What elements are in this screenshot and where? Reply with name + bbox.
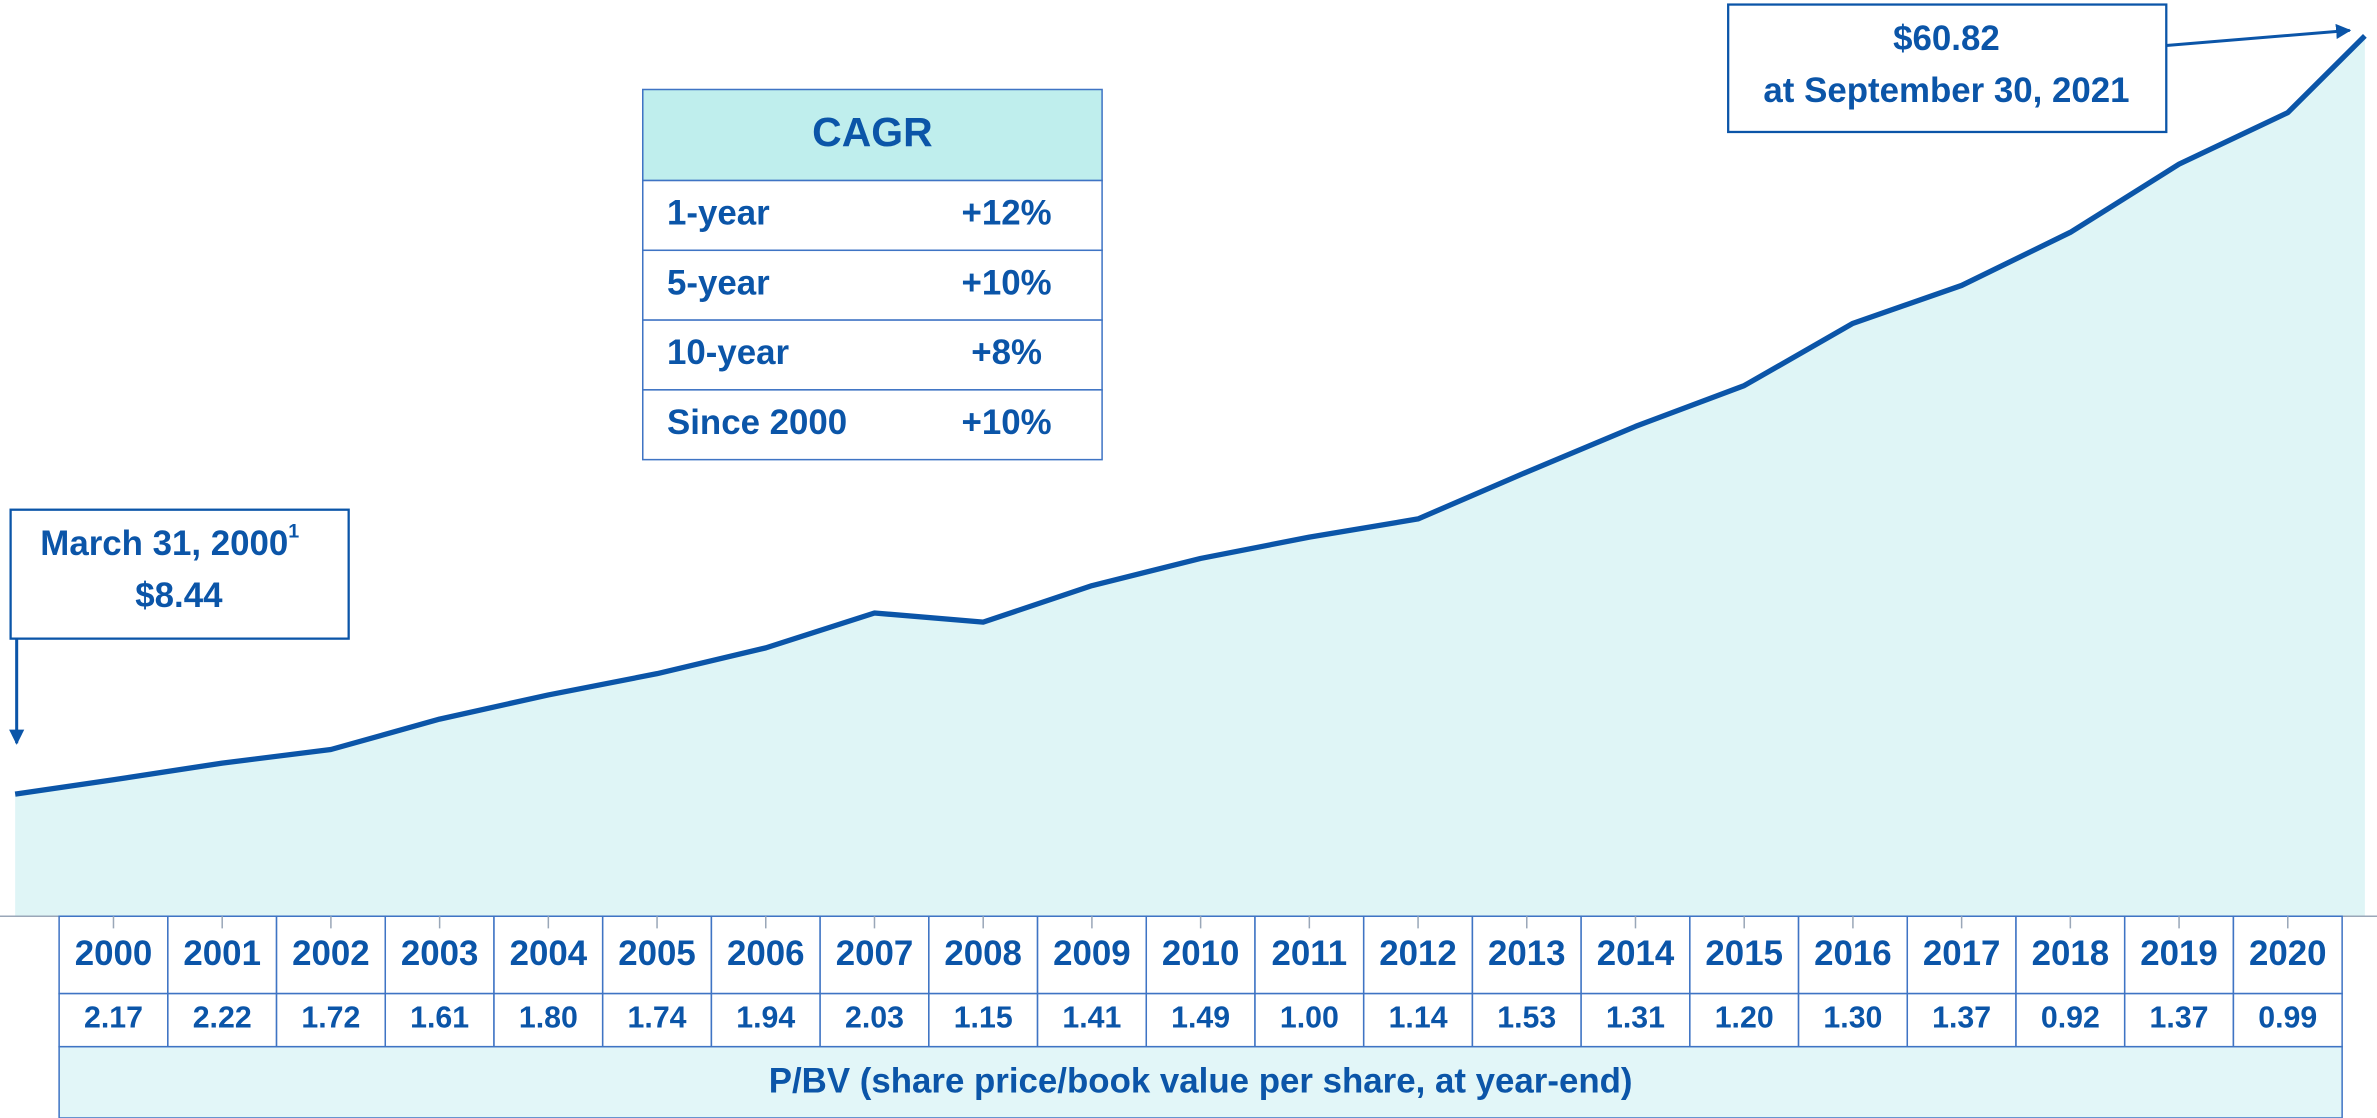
year-label: 2012 (1379, 934, 1457, 973)
ratio-cell (58, 992, 169, 1048)
year-cell (928, 915, 1039, 995)
year-label: 2014 (1597, 934, 1675, 973)
year-label: 2007 (836, 934, 914, 973)
pbv-value: 1.37 (1932, 1001, 1991, 1034)
year-cell (493, 915, 604, 995)
year-label: 2000 (75, 934, 153, 973)
year-label: 2010 (1162, 934, 1240, 973)
year-cell (58, 915, 169, 995)
year-label: 2003 (401, 934, 479, 973)
pbv-value: 1.41 (1062, 1001, 1121, 1034)
ratio-cell (2015, 992, 2126, 1048)
pbv-value: 1.20 (1715, 1001, 1774, 1034)
end-arrow (2166, 23, 2352, 48)
pbv-value: 1.49 (1171, 1001, 1230, 1034)
pbv-value: 2.03 (845, 1001, 904, 1034)
cagr-table: CAGR 1-year +12% 5-year +10% 10-year +8% Since … (642, 88, 1103, 461)
pbv-value: 0.92 (2041, 1001, 2100, 1034)
year-label: 2004 (510, 934, 588, 973)
cagr-header-cell (642, 88, 1103, 182)
ratio-cell (1254, 992, 1365, 1048)
pbv-value: 1.14 (1389, 1001, 1448, 1034)
year-cell (384, 915, 495, 995)
start-value-label: $8.44 (135, 576, 223, 615)
start-annotation: March 31, 20001 (40, 521, 299, 564)
caption-cell (58, 1045, 2343, 1118)
year-label: 2020 (2249, 934, 2327, 973)
pbv-value: 1.72 (301, 1001, 360, 1034)
cagr-title: CAGR (812, 109, 933, 155)
year-cell (1797, 915, 1909, 995)
pbv-table: 2000 2.17 2001 2.22 2002 1.72 2003 1.61 2004 1.80… (58, 915, 2343, 1118)
year-label: 2019 (2140, 934, 2218, 973)
pbv-caption: P/BV (share price/book value per share, … (769, 1061, 1633, 1100)
year-cell (2015, 915, 2126, 995)
year-label: 2001 (183, 934, 261, 973)
area (15, 35, 2365, 917)
line (14, 34, 2367, 797)
end-annotation-box (1727, 3, 2168, 134)
year-label: 2002 (292, 934, 370, 973)
ratio-cell (1689, 992, 1800, 1048)
year-label: 2018 (2032, 934, 2110, 973)
cagr-value: +12% (962, 194, 1052, 233)
cagr-period: 5-year (667, 263, 770, 302)
ratio-cell (1580, 992, 1691, 1048)
pbv-value: 1.80 (519, 1001, 578, 1034)
year-cell (601, 915, 713, 995)
year-label: 2013 (1488, 934, 1566, 973)
year-cell (1580, 915, 1691, 995)
ratio-cell (2232, 992, 2343, 1048)
pbv-value: 2.22 (193, 1001, 252, 1034)
pbv-value: 2.17 (84, 1001, 143, 1034)
ratio-cell (1362, 992, 1474, 1048)
ratio-cell (1036, 992, 1148, 1048)
pbv-value: 1.53 (1497, 1001, 1556, 1034)
start-annotation-box (9, 508, 350, 640)
ratio-cell (1471, 992, 1582, 1048)
cagr-period: 10-year (667, 333, 790, 372)
year-cell (1036, 915, 1148, 995)
cagr-period: Since 2000 (667, 403, 847, 442)
end-date: at September 30, 2021 (1763, 71, 2129, 110)
ratio-cell (710, 992, 821, 1048)
year-label: 2006 (727, 934, 805, 973)
pbv-value: 1.30 (1823, 1001, 1882, 1034)
year-cell (1362, 915, 1474, 995)
cagr-value: +8% (971, 333, 1042, 372)
cagr-value: +10% (962, 403, 1052, 442)
ratio-cell (167, 992, 278, 1048)
start-date: March 31, 2000 (40, 524, 288, 563)
year-label: 2009 (1053, 934, 1131, 973)
year-label: 2017 (1923, 934, 2001, 973)
cagr-period: 1-year (667, 194, 770, 233)
pbv-value: 1.00 (1280, 1001, 1339, 1034)
ratio-cell (275, 992, 387, 1048)
year-cell (1906, 915, 2017, 995)
pbv-value: 0.99 (2258, 1001, 2317, 1034)
ratio-cell (2123, 992, 2235, 1048)
year-label: 2005 (618, 934, 696, 973)
year-label: 2011 (1272, 934, 1348, 973)
pbv-value: 1.31 (1606, 1001, 1665, 1034)
end-value-label: $60.82 (1893, 19, 2000, 58)
pbv-value: 1.37 (2150, 1001, 2209, 1034)
year-label: 2016 (1814, 934, 1892, 973)
cagr-value: +10% (962, 263, 1052, 302)
plot-area (14, 34, 2367, 917)
pbv-value: 1.94 (736, 1001, 795, 1034)
pbv-value: 1.61 (410, 1001, 469, 1034)
ratio-cell (493, 992, 604, 1048)
pbv-value: 1.15 (954, 1001, 1013, 1034)
footnote-mark: 1 (288, 521, 299, 543)
year-label: 2008 (944, 934, 1022, 973)
year-cell (2232, 915, 2343, 995)
ratio-cell (601, 992, 713, 1048)
pbv-value: 1.74 (628, 1001, 687, 1034)
year-label: 2015 (1705, 934, 1783, 973)
cagr-row (642, 389, 1103, 461)
